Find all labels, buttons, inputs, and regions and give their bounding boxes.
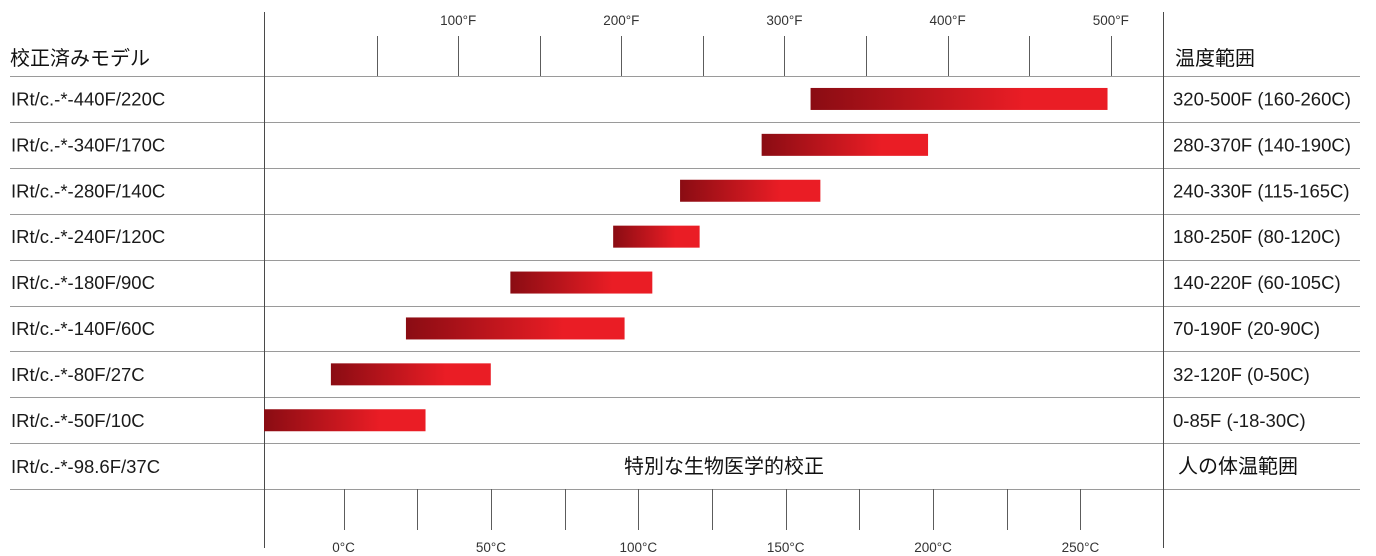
model-label: IRt/c.-*-80F/27C (11, 364, 145, 385)
range-label: 180-250F (80-120C) (1173, 226, 1341, 247)
range-label: 240-330F (115-165C) (1173, 180, 1350, 201)
chart-labels: 100°F 200°F 300°F 400°F 500°F 0°C 50°C 100°C 150… (11, 13, 1351, 555)
range-label: 140-220F (60-105C) (1173, 272, 1341, 293)
range-bar (761, 133, 929, 156)
range-label: 280-370F (140-190C) (1173, 134, 1351, 155)
model-label: IRt/c.-*-50F/10C (11, 410, 145, 431)
range-label: 70-190F (20-90C) (1173, 318, 1320, 339)
bottom-axis-tick-label: 50°C (476, 540, 506, 555)
model-column-header: 校正済みモデル (10, 47, 150, 70)
special-range-label: 人の体温範囲 (1178, 455, 1298, 478)
range-label: 320-500F (160-260C) (1173, 88, 1351, 109)
range-bars (264, 87, 1108, 432)
bottom-axis-tick-label: 250°C (1062, 540, 1100, 555)
range-bar (264, 409, 426, 432)
top-axis-tick-label: 400°F (930, 13, 966, 28)
model-label: IRt/c.-*-340F/170C (11, 134, 165, 155)
axis-ticks (344, 36, 1112, 530)
model-label: IRt/c.-*-280F/140C (11, 180, 165, 201)
model-label: IRt/c.-*-240F/120C (11, 226, 165, 247)
special-calibration-note: 特別な生物医学的校正 (624, 455, 824, 478)
range-bar (405, 317, 625, 340)
top-axis-tick-label: 500°F (1093, 13, 1129, 28)
top-axis-tick-label: 300°F (766, 13, 802, 28)
range-bar (330, 363, 491, 386)
range-bar (510, 271, 653, 294)
row-dividers (10, 76, 1360, 490)
range-label: 0-85F (-18-30C) (1173, 410, 1306, 431)
range-bar (613, 225, 700, 248)
range-bar (680, 179, 821, 202)
model-label: IRt/c.-*-140F/60C (11, 318, 155, 339)
bottom-axis-tick-label: 100°C (619, 540, 657, 555)
bottom-axis-tick-label: 150°C (767, 540, 805, 555)
special-model-label: IRt/c.-*-98.6F/37C (11, 456, 160, 477)
model-label: IRt/c.-*-180F/90C (11, 272, 155, 293)
range-column-header: 温度範囲 (1175, 47, 1255, 70)
top-axis-tick-label: 100°F (440, 13, 476, 28)
bottom-axis-tick-label: 0°C (332, 540, 355, 555)
range-label: 32-120F (0-50C) (1173, 364, 1310, 385)
range-bar (810, 87, 1108, 110)
model-label: IRt/c.-*-440F/220C (11, 88, 165, 109)
top-axis-tick-label: 200°F (603, 13, 639, 28)
bottom-axis-tick-label: 200°C (914, 540, 952, 555)
